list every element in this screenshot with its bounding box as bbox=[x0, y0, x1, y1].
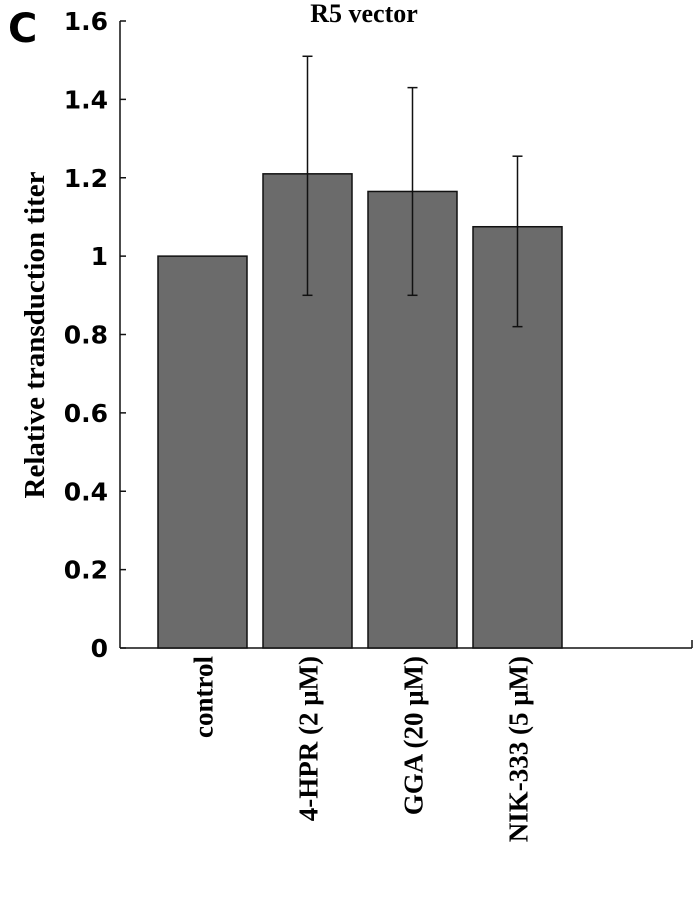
y-tick-label: 0.2 bbox=[64, 556, 108, 585]
y-tick-label: 1.4 bbox=[64, 85, 108, 114]
y-tick-label: 0.8 bbox=[64, 321, 108, 350]
x-tick-label: control bbox=[189, 656, 219, 738]
y-tick-label: 1.2 bbox=[64, 164, 108, 193]
y-axis-label: Relative transduction titer bbox=[19, 171, 51, 498]
y-tick-label: 0 bbox=[91, 634, 108, 663]
x-tick-label: 4-HPR (2 μM) bbox=[294, 656, 324, 821]
bar bbox=[157, 255, 248, 649]
y-tick-label: 1 bbox=[91, 242, 108, 271]
chart-title: R5 vector bbox=[310, 0, 418, 28]
y-tick-label: 0.4 bbox=[64, 477, 108, 506]
x-tick-label: GGA (20 μM) bbox=[399, 656, 429, 815]
y-tick-label: 1.6 bbox=[64, 7, 108, 36]
panel-label: C bbox=[8, 6, 37, 52]
x-tick-label: NIK-333 (5 μM) bbox=[504, 656, 534, 842]
y-tick-label: 0.6 bbox=[64, 399, 108, 428]
